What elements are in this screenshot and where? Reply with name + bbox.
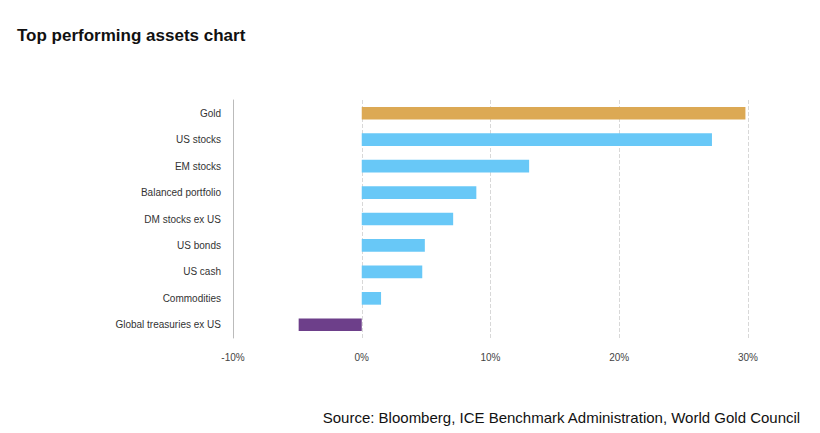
svg-text:Top performing assets chart: Top performing assets chart [17, 26, 246, 45]
svg-text:Global treasuries ex US: Global treasuries ex US [115, 319, 221, 330]
svg-text:0%: 0% [355, 352, 370, 363]
svg-text:US cash: US cash [183, 266, 221, 277]
svg-text:EM stocks: EM stocks [175, 161, 221, 172]
svg-text:20%: 20% [609, 352, 629, 363]
svg-text:Gold: Gold [200, 108, 221, 119]
svg-text:US bonds: US bonds [177, 240, 221, 251]
svg-text:US stocks: US stocks [176, 134, 221, 145]
svg-text:-10%: -10% [221, 352, 244, 363]
svg-text:Source: Bloomberg, ICE Benchma: Source: Bloomberg, ICE Benchmark Adminis… [323, 409, 800, 426]
svg-text:Balanced portfolio: Balanced portfolio [141, 187, 221, 198]
svg-text:DM stocks ex US: DM stocks ex US [144, 214, 221, 225]
svg-text:Commodities: Commodities [163, 293, 221, 304]
svg-text:30%: 30% [738, 352, 758, 363]
svg-text:10%: 10% [480, 352, 500, 363]
